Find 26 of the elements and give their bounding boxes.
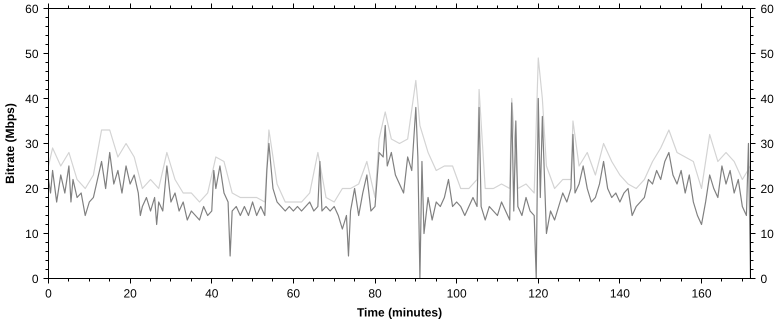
x-tick-label: 80 xyxy=(368,286,382,300)
y2-tick-label: 60 xyxy=(760,2,774,16)
y-tick-label: 20 xyxy=(25,182,39,196)
y-axis-title: Bitrate (Mbps) xyxy=(3,103,18,184)
y2-tick-label: 30 xyxy=(760,137,774,151)
y-tick-label: 60 xyxy=(25,2,39,16)
y2-tick-label: 50 xyxy=(760,47,774,61)
x-tick-label: 100 xyxy=(446,286,467,300)
y-tick-label: 40 xyxy=(25,92,39,106)
y2-tick-label: 10 xyxy=(760,227,774,241)
line-series xyxy=(48,57,750,203)
x-tick-label: 60 xyxy=(286,286,300,300)
y2-tick-label: 0 xyxy=(760,272,768,286)
y2-tick-label: 20 xyxy=(760,182,774,196)
x-tick-label: 140 xyxy=(610,286,630,300)
x-tick-label: 160 xyxy=(692,286,712,300)
y-tick-label: 0 xyxy=(32,272,39,286)
x-axis-title: Time (minutes) xyxy=(356,306,442,320)
x-tick-label: 120 xyxy=(528,286,549,300)
y2-tick-label: 40 xyxy=(760,92,774,106)
x-tick-label: 0 xyxy=(45,286,52,300)
y-tick-label: 50 xyxy=(25,47,39,61)
x-tick-label: 40 xyxy=(205,286,219,300)
y-tick-label: 30 xyxy=(25,137,39,151)
x-tick-label: 20 xyxy=(123,286,138,300)
y-tick-label: 10 xyxy=(25,227,39,241)
